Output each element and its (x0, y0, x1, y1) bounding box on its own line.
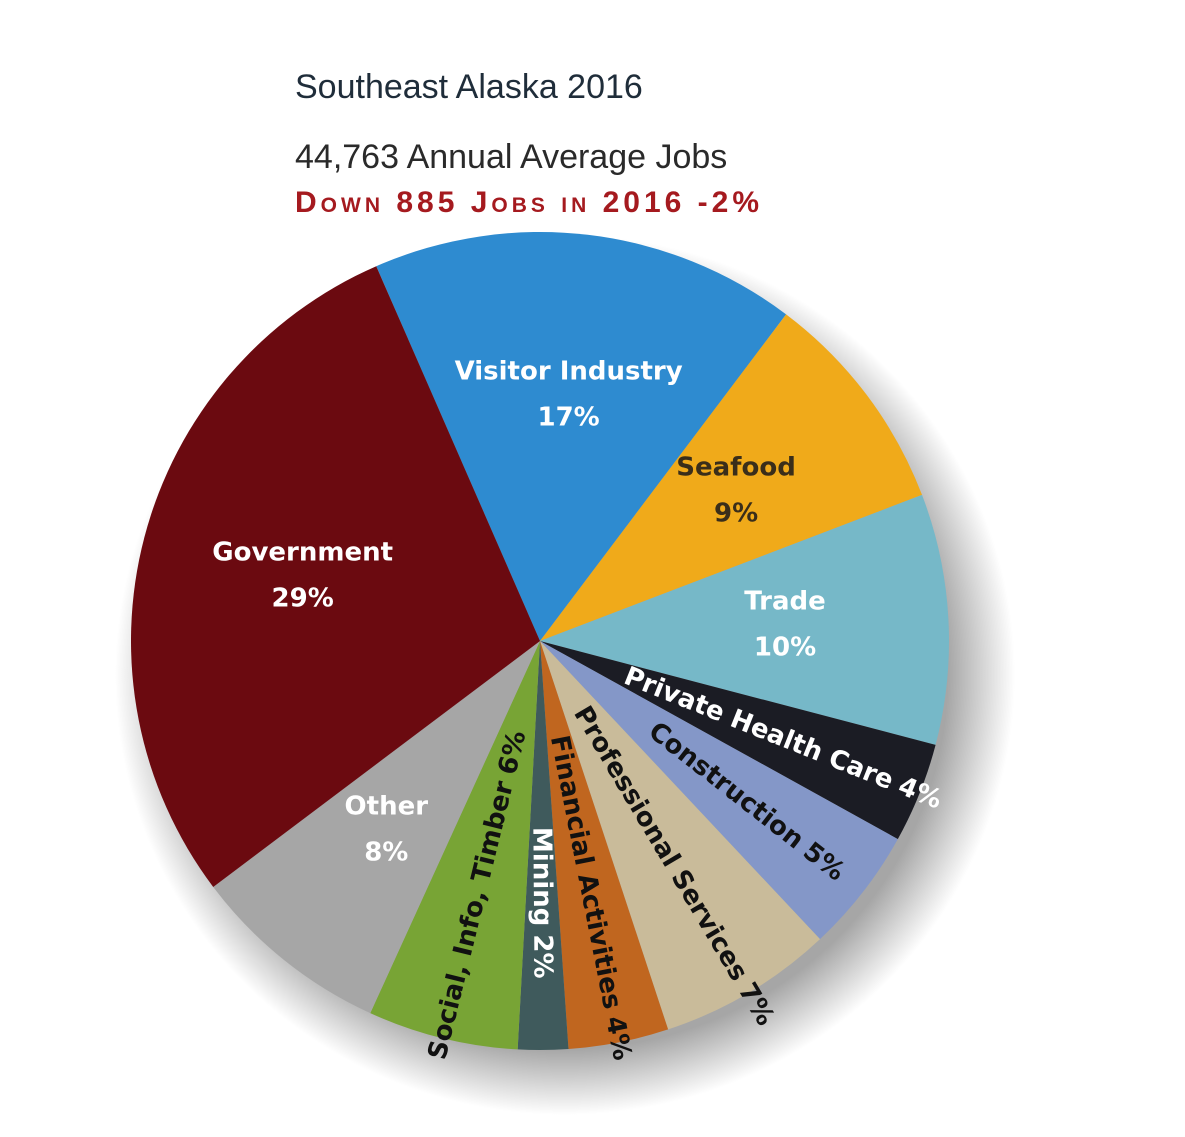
pie-slice (213, 641, 541, 1014)
pie-slice (540, 641, 898, 940)
pie-slice (130, 266, 540, 887)
category-label: Trade (744, 587, 826, 617)
pie-slice (540, 641, 821, 1030)
pie-slice (517, 641, 569, 1050)
pie (130, 231, 950, 1050)
value-label: 10% (754, 633, 816, 663)
pie-slice (540, 641, 936, 840)
chart-title: Southeast Alaska 2016 (295, 68, 643, 106)
pie-slice (376, 231, 787, 641)
pie-slice (370, 641, 540, 1050)
value-label: 9% (714, 498, 758, 528)
pie-slice (540, 314, 923, 641)
category-label: Seafood (676, 452, 796, 482)
slice-label: Mining 2% (527, 827, 558, 979)
category-label: Other (345, 791, 429, 821)
chart-subtitle: 44,763 Annual Average Jobs (295, 138, 727, 176)
category-label: Mining (527, 827, 558, 927)
value-label: 8% (364, 837, 408, 867)
value-label: 2% (528, 934, 558, 978)
category-label: Visitor Industry (455, 356, 683, 386)
pie-slice (540, 641, 669, 1050)
pie-slice (540, 494, 950, 745)
value-label: 17% (538, 402, 600, 432)
category-label: Government (212, 538, 393, 568)
annotation: Down 885 Jobs in 2016 -2% (295, 186, 763, 219)
value-label: 29% (272, 584, 334, 614)
